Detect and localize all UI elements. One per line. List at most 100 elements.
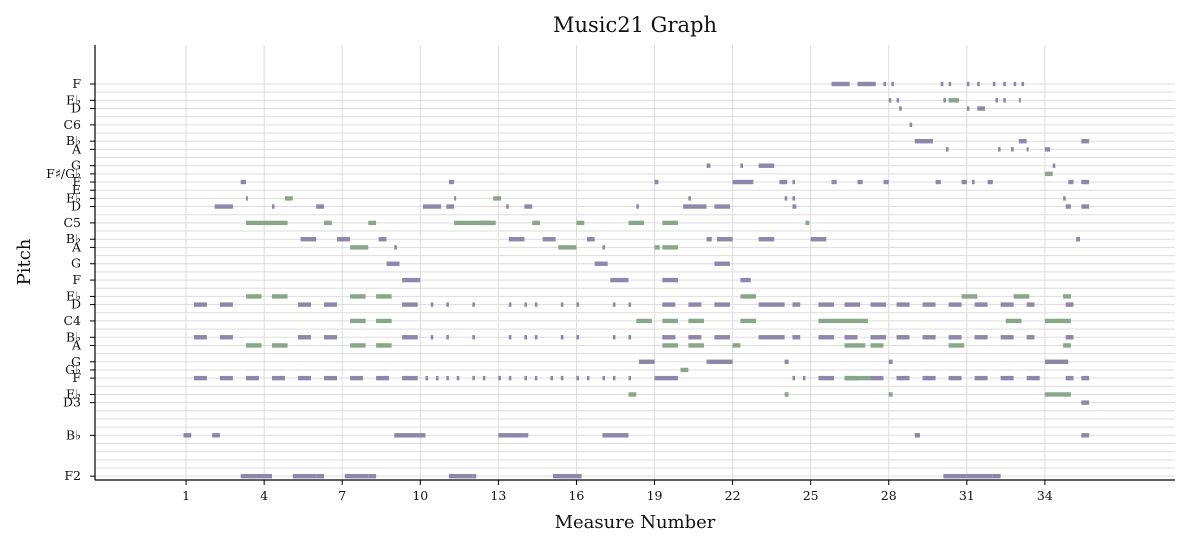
y-tick-label: F	[72, 76, 81, 91]
note-bar	[943, 473, 967, 479]
note-bar	[612, 302, 616, 307]
note-bar	[792, 179, 796, 185]
y-tick-label: B♭	[66, 133, 81, 148]
y-tick-label: B♭	[66, 427, 81, 442]
note-bar	[292, 473, 317, 479]
note-bar	[870, 343, 884, 348]
note-bar	[716, 237, 733, 242]
note-bar	[995, 98, 999, 103]
note-bar	[193, 375, 207, 381]
note-bar	[297, 375, 311, 381]
note-bar	[714, 204, 730, 209]
note-bar	[1044, 171, 1053, 177]
note-bar	[891, 81, 894, 87]
note-bar	[714, 302, 730, 307]
axes	[94, 45, 1175, 481]
note-bar	[534, 302, 538, 307]
y-tick-label: G	[71, 354, 81, 369]
note-bar	[550, 375, 554, 381]
note-bar	[376, 318, 392, 324]
note-bar	[1000, 335, 1014, 340]
note-bar	[1063, 343, 1071, 348]
note-bar	[662, 220, 678, 226]
note-bar	[922, 375, 936, 381]
note-bar	[219, 335, 233, 340]
note-bar	[183, 433, 192, 438]
note-bar	[482, 375, 486, 381]
note-bar	[271, 343, 288, 348]
note-bar	[948, 81, 952, 87]
note-bar	[706, 237, 712, 242]
note-bar	[212, 433, 220, 438]
note-bar	[948, 98, 959, 103]
note-bar	[394, 433, 426, 438]
note-bar	[914, 138, 933, 144]
note-bar	[271, 375, 285, 381]
note-bar	[844, 375, 871, 381]
chart-title: Music21 Graph	[553, 13, 717, 37]
note-bar	[948, 343, 965, 348]
note-bar	[193, 335, 207, 340]
note-bar	[896, 302, 910, 307]
note-bar	[945, 147, 949, 152]
note-bar	[602, 433, 629, 438]
y-tick-label: D	[71, 199, 81, 214]
note-bar	[1013, 81, 1017, 87]
note-bar	[300, 237, 317, 242]
note-bar	[961, 179, 967, 185]
note-bar	[610, 277, 629, 283]
note-bar	[758, 237, 775, 242]
note-bar	[870, 335, 887, 340]
note-bar	[779, 179, 788, 185]
y-axis-label: Pitch	[14, 238, 35, 285]
note-bar	[446, 204, 455, 209]
note-bar	[297, 302, 311, 307]
y-tick-label: F♯/G♭	[46, 166, 81, 181]
x-tick-label: 31	[959, 488, 975, 503]
note-bar	[508, 375, 512, 381]
y-tick-label: D	[71, 297, 81, 312]
note-bar	[628, 392, 637, 397]
note-bar	[337, 237, 351, 242]
note-bar	[594, 261, 608, 266]
y-tick-label: C6	[63, 117, 81, 132]
note-bar	[553, 473, 577, 479]
note-bar	[792, 204, 797, 209]
note-bar	[992, 473, 1001, 479]
note-bar	[870, 375, 884, 381]
note-bar	[740, 294, 757, 299]
note-bar	[435, 375, 439, 381]
y-tick-label: E♭	[66, 92, 81, 107]
note-bar	[1026, 302, 1035, 307]
note-bar	[297, 335, 311, 340]
note-bar	[714, 335, 730, 340]
note-bar	[888, 98, 892, 103]
note-bar	[368, 473, 377, 479]
note-bar	[688, 196, 691, 201]
note-bar	[636, 204, 639, 209]
note-bar	[732, 179, 754, 185]
note-bar	[245, 220, 288, 226]
note-bar	[706, 359, 733, 364]
note-bar	[612, 375, 616, 381]
note-bar	[844, 343, 866, 348]
y-tick-label: E♭	[66, 288, 81, 303]
note-bar	[940, 81, 944, 87]
note-bar	[784, 359, 789, 364]
note-bar	[576, 302, 580, 307]
note-bar	[805, 220, 810, 226]
note-bar	[378, 237, 387, 242]
note-bar	[732, 343, 741, 348]
note-bar	[974, 302, 988, 307]
note-bar	[758, 163, 775, 168]
note-bar	[324, 302, 338, 307]
note-bar	[586, 375, 590, 381]
note-bar	[987, 179, 993, 185]
note-bar	[943, 98, 946, 103]
note-bar	[758, 302, 785, 307]
note-bar	[524, 375, 527, 381]
note-bar	[446, 375, 449, 381]
note-bar	[740, 277, 751, 283]
note-bar	[1081, 138, 1090, 144]
y-tick-label: F	[72, 272, 81, 287]
